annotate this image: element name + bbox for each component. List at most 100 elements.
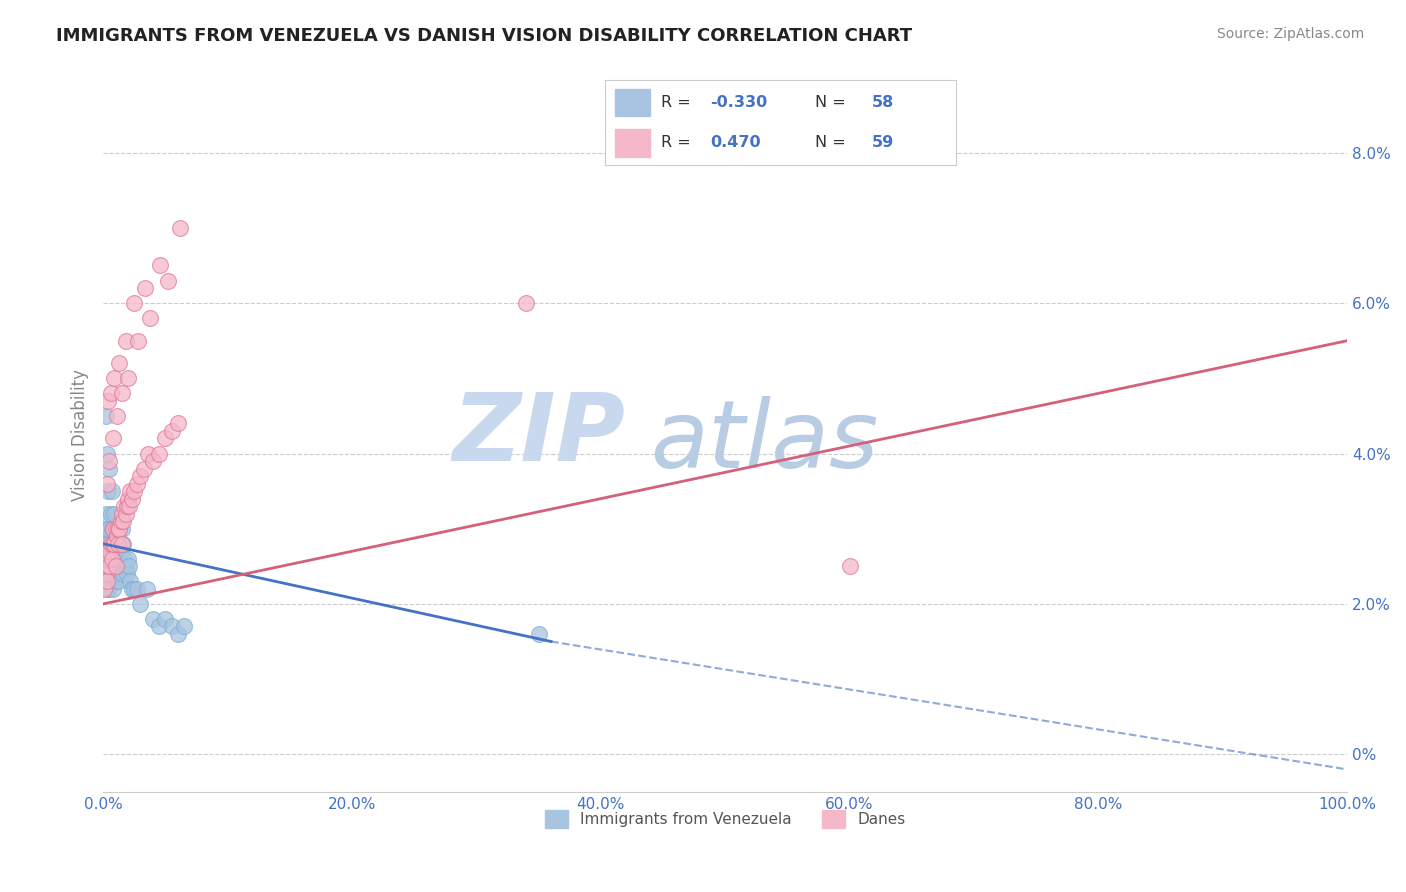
Point xyxy=(101,559,124,574)
Legend: Immigrants from Venezuela, Danes: Immigrants from Venezuela, Danes xyxy=(538,804,911,834)
Point xyxy=(155,432,177,446)
Point xyxy=(120,574,142,589)
Point xyxy=(115,499,138,513)
Point xyxy=(148,619,170,633)
Point xyxy=(98,522,121,536)
Point xyxy=(107,537,129,551)
Point xyxy=(96,574,118,589)
Point xyxy=(104,574,127,589)
Point xyxy=(107,522,129,536)
Point xyxy=(155,612,177,626)
Point xyxy=(127,334,149,348)
Point xyxy=(104,522,127,536)
Point xyxy=(149,259,172,273)
Point xyxy=(117,371,139,385)
Point xyxy=(120,484,142,499)
Point xyxy=(97,537,120,551)
Point xyxy=(96,476,118,491)
Point xyxy=(160,619,183,633)
Text: IMMIGRANTS FROM VENEZUELA VS DANISH VISION DISABILITY CORRELATION CHART: IMMIGRANTS FROM VENEZUELA VS DANISH VISI… xyxy=(56,27,912,45)
Point xyxy=(148,446,170,460)
Point xyxy=(96,551,118,566)
Point xyxy=(122,582,145,596)
Point xyxy=(111,507,134,521)
Point xyxy=(100,537,122,551)
Point xyxy=(156,273,179,287)
Point xyxy=(94,559,117,574)
Point xyxy=(111,386,134,401)
Text: N =: N = xyxy=(815,95,852,110)
Point xyxy=(139,311,162,326)
Bar xyxy=(616,129,650,157)
Point xyxy=(101,551,124,566)
Point xyxy=(136,446,159,460)
Point xyxy=(169,220,191,235)
Point xyxy=(125,476,148,491)
Point xyxy=(101,559,124,574)
Point xyxy=(94,409,117,423)
Point xyxy=(160,424,183,438)
Point xyxy=(101,484,124,499)
Point xyxy=(135,582,157,596)
Point xyxy=(121,491,143,506)
Point xyxy=(110,544,132,558)
Point xyxy=(115,566,138,581)
Point xyxy=(98,454,121,468)
Text: N =: N = xyxy=(815,136,852,151)
Point xyxy=(112,499,135,513)
Point xyxy=(96,522,118,536)
Point xyxy=(108,551,131,566)
Point xyxy=(117,551,139,566)
Point xyxy=(125,582,148,596)
Point xyxy=(107,522,129,536)
Point xyxy=(98,544,121,558)
Point xyxy=(103,507,125,521)
Point xyxy=(97,484,120,499)
Point xyxy=(111,559,134,574)
Text: 0.470: 0.470 xyxy=(710,136,761,151)
Point xyxy=(111,537,134,551)
Point xyxy=(110,514,132,528)
Point xyxy=(122,484,145,499)
Point xyxy=(103,544,125,558)
Point xyxy=(173,619,195,633)
Point xyxy=(93,537,115,551)
Point xyxy=(105,566,128,581)
Bar xyxy=(616,89,650,116)
Point xyxy=(97,551,120,566)
Point xyxy=(108,574,131,589)
Point xyxy=(96,559,118,574)
Point xyxy=(108,522,131,536)
Point xyxy=(118,499,141,513)
Point xyxy=(166,627,188,641)
Text: ZIP: ZIP xyxy=(453,389,626,481)
Text: R =: R = xyxy=(661,136,696,151)
Point xyxy=(101,432,124,446)
Point xyxy=(93,582,115,596)
Point xyxy=(105,529,128,543)
Y-axis label: Vision Disability: Vision Disability xyxy=(72,368,89,500)
Point xyxy=(107,559,129,574)
Point xyxy=(100,544,122,558)
Point xyxy=(142,612,165,626)
Point xyxy=(96,446,118,460)
Point xyxy=(121,582,143,596)
Text: R =: R = xyxy=(661,95,696,110)
Point xyxy=(107,537,129,551)
Point xyxy=(98,559,121,574)
Point xyxy=(166,417,188,431)
Text: 58: 58 xyxy=(872,95,894,110)
Point xyxy=(108,356,131,370)
Point xyxy=(98,582,121,596)
Point xyxy=(122,296,145,310)
Point xyxy=(103,371,125,385)
Point xyxy=(103,522,125,536)
Point xyxy=(101,522,124,536)
Text: 59: 59 xyxy=(872,136,894,151)
Point xyxy=(96,582,118,596)
Point xyxy=(142,454,165,468)
Point xyxy=(105,409,128,423)
Point xyxy=(94,507,117,521)
Text: -0.330: -0.330 xyxy=(710,95,768,110)
Text: atlas: atlas xyxy=(651,396,879,487)
